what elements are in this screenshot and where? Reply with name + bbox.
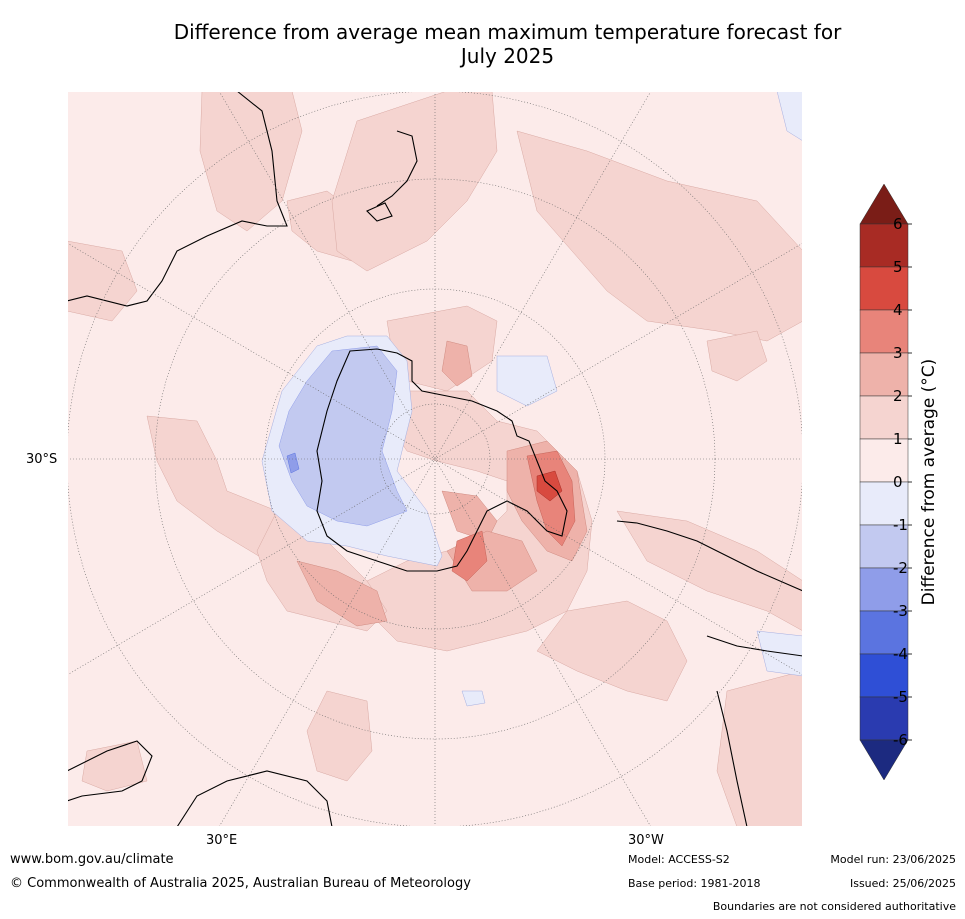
colorbar-swatches xyxy=(859,183,909,781)
colorbar-swatch xyxy=(859,309,909,354)
colorbar-swatch xyxy=(859,352,909,397)
footer-copyright: © Commonwealth of Australia 2025, Austra… xyxy=(10,876,471,891)
colorbar-tick-label: -6 xyxy=(893,731,908,749)
anomaly-minus1-regions xyxy=(278,345,408,527)
colorbar-swatch xyxy=(859,567,909,612)
footer-website[interactable]: www.bom.gov.au/climate xyxy=(10,852,174,867)
colorbar-swatch xyxy=(859,524,909,569)
colorbar-swatch xyxy=(859,696,909,741)
colorbar-label: Difference from average (°C) xyxy=(919,359,939,606)
colorbar-tick-label: 3 xyxy=(893,344,903,362)
colorbar: 6 5 4 3 2 1 0 -1 -2 -3 -4 -5 -6 Difference from aver… xyxy=(859,183,939,781)
colorbar-swatch xyxy=(859,266,909,311)
lat-label-30s: 30°S xyxy=(26,452,58,467)
colorbar-ticks: 6 5 4 3 2 1 0 -1 -2 -3 -4 -5 -6 xyxy=(893,215,912,749)
colorbar-swatch xyxy=(859,481,909,526)
colorbar-tick-label: -5 xyxy=(893,688,908,706)
title-line-1: Difference from average mean maximum tem… xyxy=(173,20,842,44)
colorbar-tick-label: -2 xyxy=(893,559,908,577)
lon-label-30w: 30°W xyxy=(628,833,664,848)
map-panel xyxy=(67,91,803,827)
graticule xyxy=(67,91,803,827)
colorbar-tick-label: 5 xyxy=(893,258,903,276)
colorbar-swatch xyxy=(859,438,909,483)
footer-issued: Issued: 25/06/2025 xyxy=(849,877,956,890)
colorbar-tick-label: 2 xyxy=(893,387,903,405)
chart-title: Difference from average mean maximum tem… xyxy=(100,20,915,68)
anomaly-plus1-regions xyxy=(67,91,803,827)
colorbar-swatch xyxy=(859,223,909,268)
colorbar-tick-label: 0 xyxy=(893,473,903,491)
footer-model: Model: ACCESS-S2 xyxy=(628,853,730,866)
map-frame xyxy=(67,91,803,827)
colorbar-tick-label: 6 xyxy=(893,215,903,233)
lon-label-30e: 30°E xyxy=(206,833,238,848)
footer-disclaimer: Boundaries are not considered authoritat… xyxy=(712,900,956,913)
footer-base-period: Base period: 1981-2018 xyxy=(628,877,761,890)
colorbar-swatch xyxy=(859,395,909,440)
colorbar-tick-label: -4 xyxy=(893,645,908,663)
colorbar-tick-label: -3 xyxy=(893,602,908,620)
colorbar-swatch xyxy=(859,610,909,655)
anomaly-minus2-regions xyxy=(286,452,300,474)
colorbar-tick-label: -1 xyxy=(893,516,908,534)
coastlines xyxy=(67,91,803,827)
footer-model-run: Model run: 23/06/2025 xyxy=(830,853,956,866)
colorbar-swatch xyxy=(859,653,909,698)
anomaly-plus4-regions xyxy=(536,470,563,502)
title-line-2: July 2025 xyxy=(460,44,555,68)
colorbar-extend-min xyxy=(859,739,909,781)
colorbar-tick-label: 1 xyxy=(893,430,903,448)
colorbar-tick-label: 4 xyxy=(893,301,903,319)
